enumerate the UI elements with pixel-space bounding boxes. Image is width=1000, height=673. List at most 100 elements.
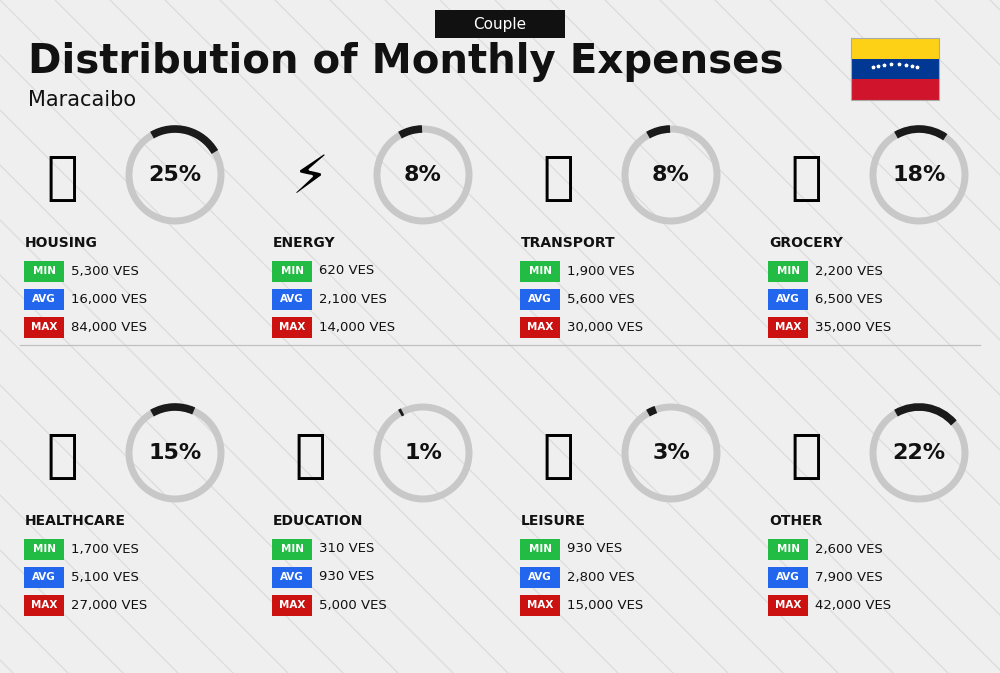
FancyBboxPatch shape (851, 59, 939, 79)
Text: MAX: MAX (31, 600, 57, 610)
Text: AVG: AVG (528, 572, 552, 582)
Text: MIN: MIN (32, 266, 56, 276)
Text: MIN: MIN (776, 266, 800, 276)
Text: 310 VES: 310 VES (319, 542, 374, 555)
Text: HOUSING: HOUSING (25, 236, 98, 250)
Text: AVG: AVG (280, 572, 304, 582)
Text: AVG: AVG (32, 572, 56, 582)
Text: 5,300 VES: 5,300 VES (71, 264, 139, 277)
Text: 1%: 1% (404, 443, 442, 463)
Text: 💗: 💗 (46, 430, 78, 482)
Text: AVG: AVG (776, 294, 800, 304)
Text: 🏢: 🏢 (46, 152, 78, 204)
Text: 25%: 25% (148, 165, 202, 185)
FancyBboxPatch shape (520, 316, 560, 337)
Text: MAX: MAX (31, 322, 57, 332)
FancyBboxPatch shape (435, 10, 565, 38)
Text: MAX: MAX (527, 600, 553, 610)
Text: LEISURE: LEISURE (521, 514, 586, 528)
Text: 6,500 VES: 6,500 VES (815, 293, 883, 306)
FancyBboxPatch shape (520, 260, 560, 281)
Text: 🛒: 🛒 (790, 152, 822, 204)
Text: 930 VES: 930 VES (319, 571, 374, 583)
Text: GROCERY: GROCERY (769, 236, 843, 250)
Text: OTHER: OTHER (769, 514, 822, 528)
Text: MAX: MAX (279, 322, 305, 332)
Text: 15,000 VES: 15,000 VES (567, 598, 643, 612)
Text: MIN: MIN (32, 544, 56, 554)
Text: 22%: 22% (892, 443, 946, 463)
FancyBboxPatch shape (520, 289, 560, 310)
Text: MAX: MAX (527, 322, 553, 332)
Text: 3%: 3% (652, 443, 690, 463)
Text: Distribution of Monthly Expenses: Distribution of Monthly Expenses (28, 42, 784, 82)
Text: 2,100 VES: 2,100 VES (319, 293, 387, 306)
Text: 16,000 VES: 16,000 VES (71, 293, 147, 306)
Text: 15%: 15% (148, 443, 202, 463)
FancyBboxPatch shape (768, 594, 808, 616)
Text: MIN: MIN (280, 544, 304, 554)
FancyBboxPatch shape (520, 538, 560, 559)
Text: 8%: 8% (652, 165, 690, 185)
FancyBboxPatch shape (272, 260, 312, 281)
Text: 5,600 VES: 5,600 VES (567, 293, 635, 306)
Text: AVG: AVG (528, 294, 552, 304)
FancyBboxPatch shape (24, 594, 64, 616)
Text: MIN: MIN (528, 266, 552, 276)
Text: 18%: 18% (892, 165, 946, 185)
Text: 5,100 VES: 5,100 VES (71, 571, 139, 583)
Text: 14,000 VES: 14,000 VES (319, 320, 395, 334)
Text: MIN: MIN (776, 544, 800, 554)
Text: MIN: MIN (528, 544, 552, 554)
Text: 1,900 VES: 1,900 VES (567, 264, 635, 277)
Text: HEALTHCARE: HEALTHCARE (25, 514, 126, 528)
FancyBboxPatch shape (768, 567, 808, 588)
Text: 620 VES: 620 VES (319, 264, 374, 277)
Text: 27,000 VES: 27,000 VES (71, 598, 147, 612)
FancyBboxPatch shape (768, 538, 808, 559)
Text: 8%: 8% (404, 165, 442, 185)
Text: MIN: MIN (280, 266, 304, 276)
Text: 2,600 VES: 2,600 VES (815, 542, 883, 555)
Text: MAX: MAX (775, 322, 801, 332)
Text: 30,000 VES: 30,000 VES (567, 320, 643, 334)
Text: 5,000 VES: 5,000 VES (319, 598, 387, 612)
FancyBboxPatch shape (768, 260, 808, 281)
FancyBboxPatch shape (851, 38, 939, 59)
Text: 42,000 VES: 42,000 VES (815, 598, 891, 612)
Text: 🛍: 🛍 (542, 430, 574, 482)
Text: 🚌: 🚌 (542, 152, 574, 204)
FancyBboxPatch shape (24, 538, 64, 559)
FancyBboxPatch shape (272, 594, 312, 616)
FancyBboxPatch shape (768, 316, 808, 337)
FancyBboxPatch shape (24, 289, 64, 310)
FancyBboxPatch shape (272, 538, 312, 559)
Text: TRANSPORT: TRANSPORT (521, 236, 616, 250)
FancyBboxPatch shape (24, 567, 64, 588)
Text: ⚡: ⚡ (292, 152, 328, 204)
FancyBboxPatch shape (272, 567, 312, 588)
Text: ENERGY: ENERGY (273, 236, 336, 250)
Text: AVG: AVG (280, 294, 304, 304)
Text: 👛: 👛 (790, 430, 822, 482)
Text: 2,200 VES: 2,200 VES (815, 264, 883, 277)
FancyBboxPatch shape (520, 594, 560, 616)
Text: EDUCATION: EDUCATION (273, 514, 363, 528)
FancyBboxPatch shape (272, 316, 312, 337)
Text: Couple: Couple (473, 17, 527, 32)
Text: 🎓: 🎓 (294, 430, 326, 482)
Text: 1,700 VES: 1,700 VES (71, 542, 139, 555)
Text: 2,800 VES: 2,800 VES (567, 571, 635, 583)
FancyBboxPatch shape (768, 289, 808, 310)
Text: 35,000 VES: 35,000 VES (815, 320, 891, 334)
Text: Maracaibo: Maracaibo (28, 90, 136, 110)
FancyBboxPatch shape (272, 289, 312, 310)
FancyBboxPatch shape (851, 79, 939, 100)
Text: MAX: MAX (279, 600, 305, 610)
Text: AVG: AVG (32, 294, 56, 304)
Text: 930 VES: 930 VES (567, 542, 622, 555)
FancyBboxPatch shape (520, 567, 560, 588)
Text: AVG: AVG (776, 572, 800, 582)
FancyBboxPatch shape (24, 260, 64, 281)
Text: 84,000 VES: 84,000 VES (71, 320, 147, 334)
